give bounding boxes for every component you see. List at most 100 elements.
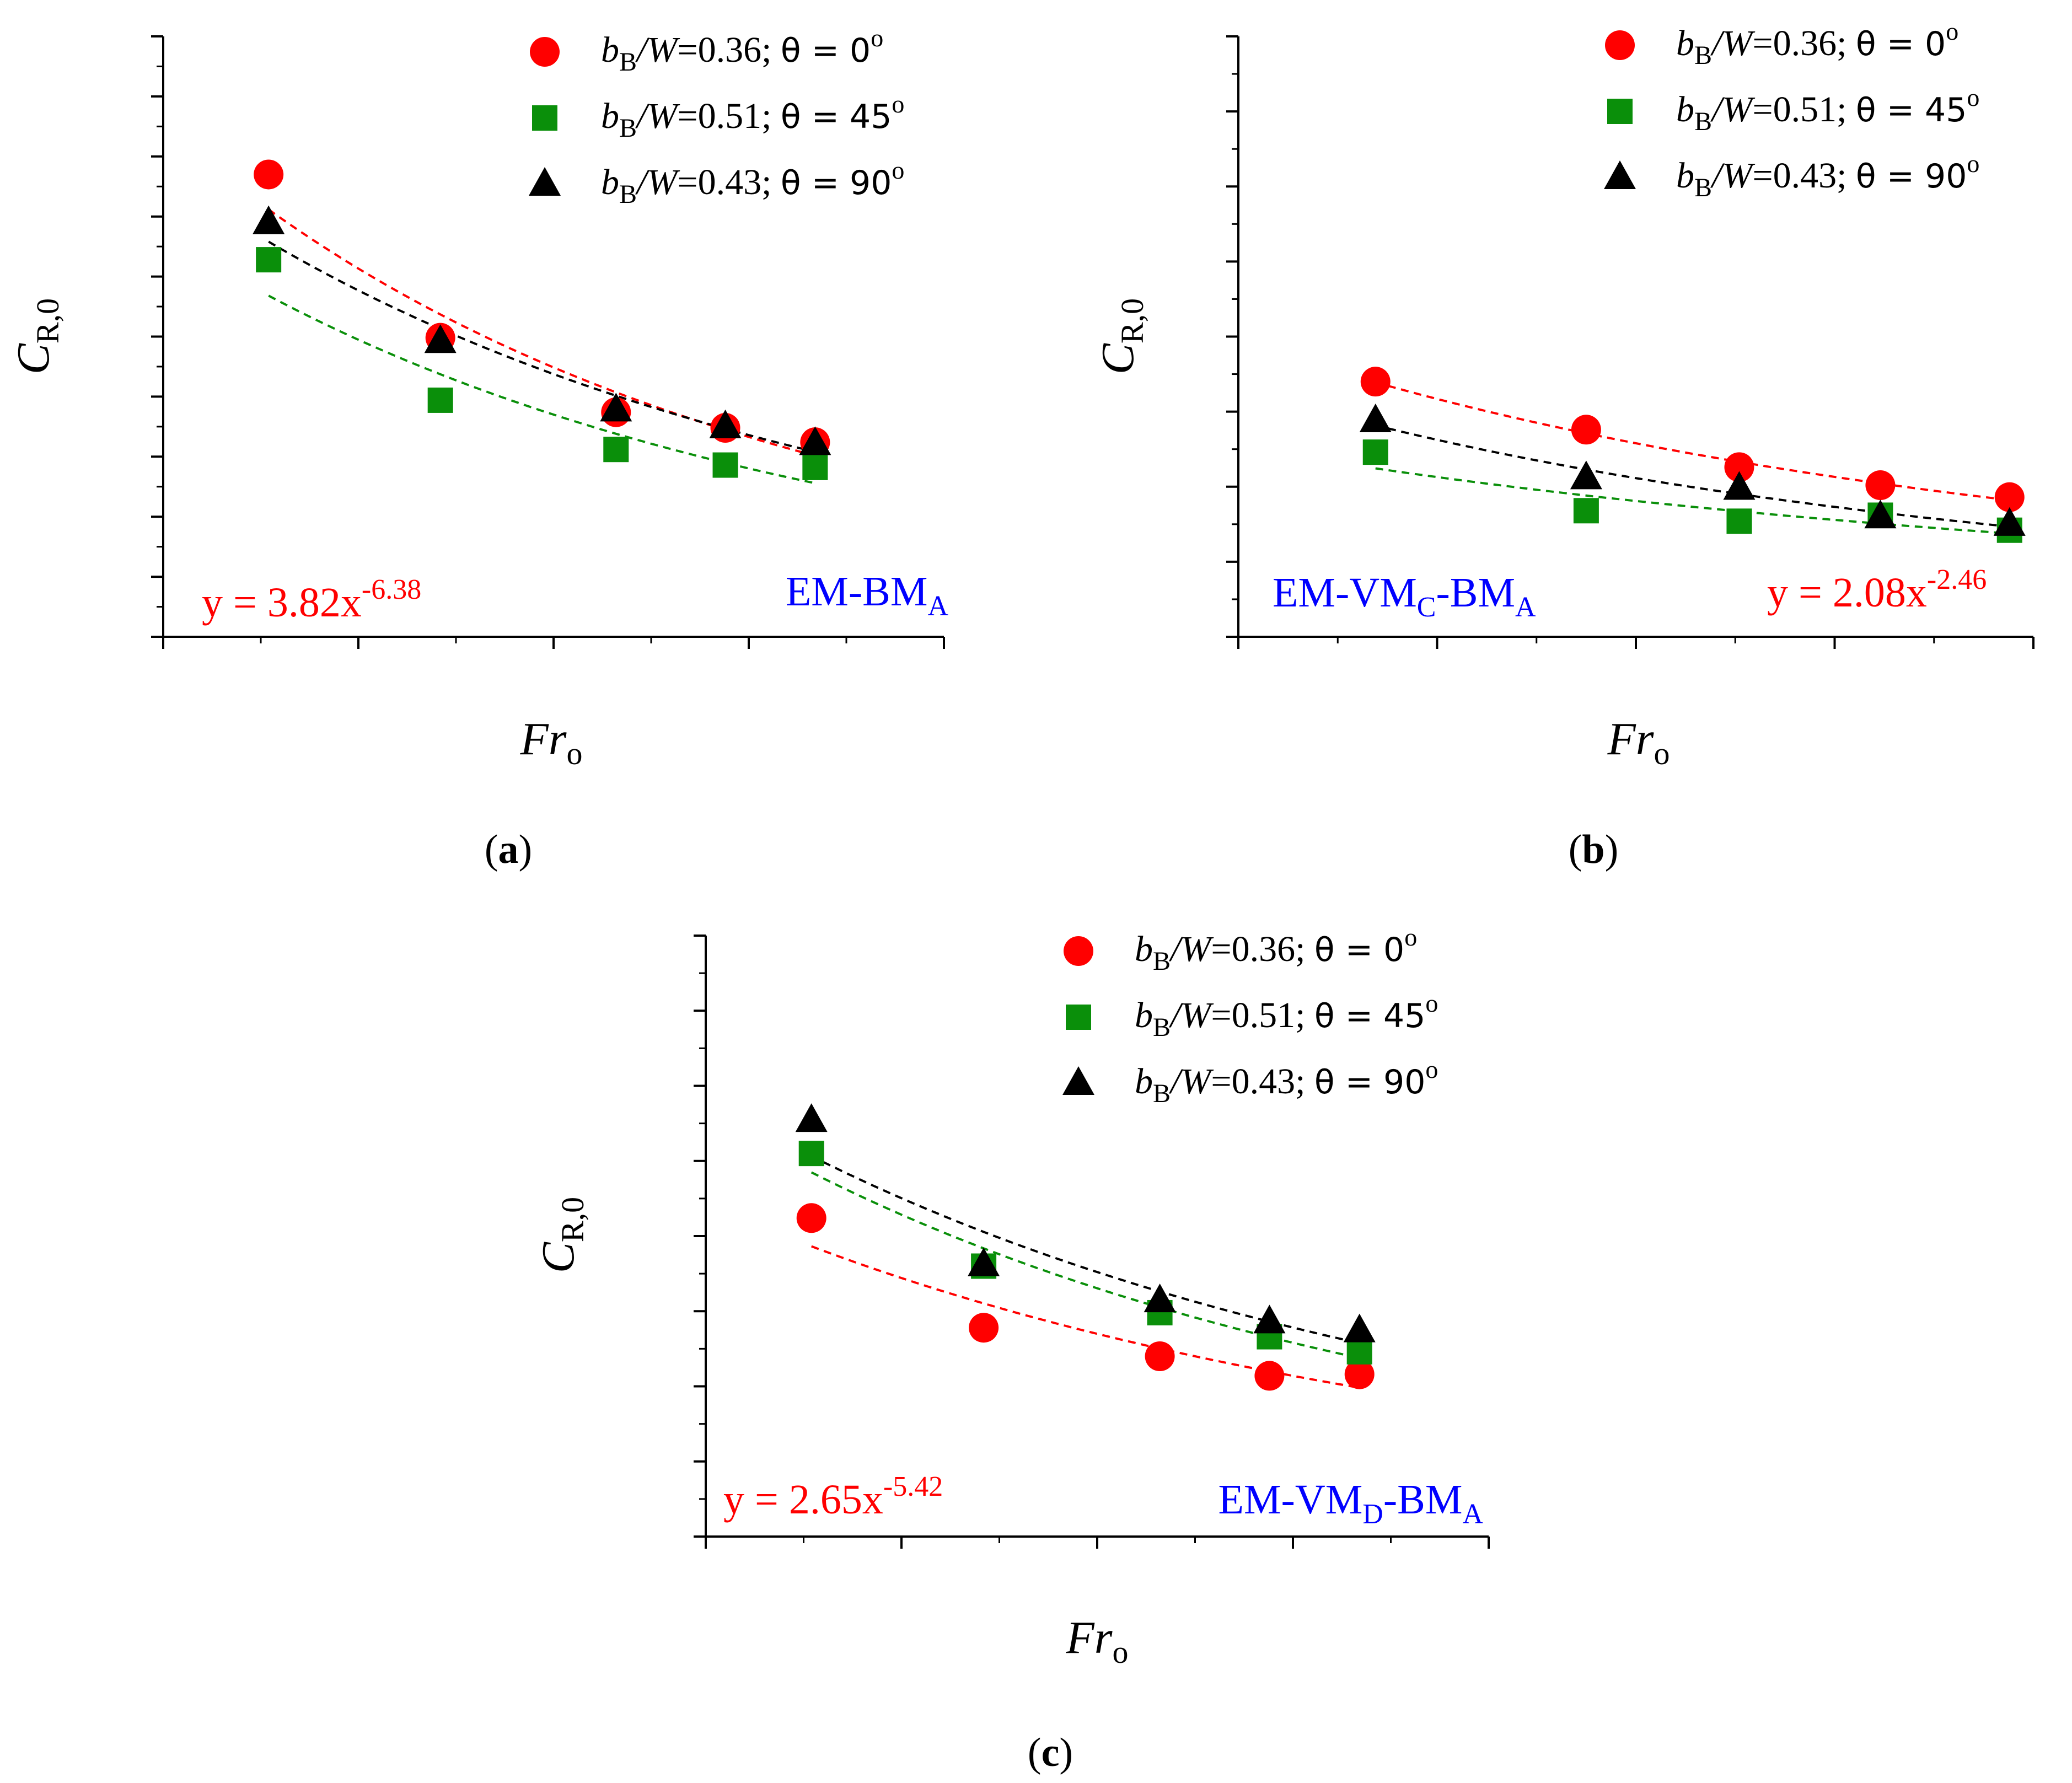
data-point-series-2 <box>1570 460 1602 490</box>
x-axis-title-main: Fr <box>1066 1612 1113 1663</box>
fit-equation-exponent: -5.42 <box>883 1471 943 1502</box>
legend-w: /W <box>635 30 680 70</box>
legend-theta: θ = 0 <box>781 31 871 70</box>
legend-sup: o <box>1967 83 1979 111</box>
legend-sub: B <box>1153 1079 1171 1108</box>
legend-value: =0.43; <box>1211 1061 1314 1102</box>
panel-tag-sub: A <box>1462 1499 1483 1530</box>
fit-equation: y = 3.82x-6.38 <box>202 574 421 626</box>
legend-theta: θ = 0 <box>1856 25 1946 63</box>
legend-marker-triangle <box>529 167 561 196</box>
y-axis-title: CR,0 <box>8 298 66 374</box>
data-point-series-1 <box>1573 498 1599 524</box>
legend-b: b <box>1676 23 1694 63</box>
panel-tag-sub: A <box>1515 592 1536 623</box>
data-point-series-2 <box>1864 500 1897 529</box>
panel-tag-text: -BM <box>1383 1476 1463 1523</box>
legend-marker-circle <box>1064 936 1093 966</box>
legend-marker-triangle <box>1062 1066 1094 1095</box>
x-axis-title: Fro <box>520 713 583 771</box>
y-axis-title-sub: R,0 <box>30 298 66 343</box>
legend-sup: o <box>1946 17 1958 45</box>
data-point-series-0 <box>1865 470 1896 501</box>
panel-label-open: ( <box>485 827 498 872</box>
y-axis-title: CR,0 <box>1092 298 1150 374</box>
panel-label-close: ) <box>1605 827 1619 872</box>
panel-tag: EM-VMD-BMA <box>1218 1476 1484 1530</box>
data-point-series-0 <box>969 1313 999 1343</box>
legend-value: =0.43; <box>1752 155 1856 196</box>
data-point-series-0 <box>1994 482 2025 512</box>
panel-tag-sub: A <box>927 590 948 622</box>
panel-label-letter: c <box>1042 1730 1060 1775</box>
data-point-series-0 <box>1145 1341 1175 1371</box>
x-axis-title-sub: o <box>1654 735 1670 771</box>
legend-b: b <box>601 162 619 202</box>
legend-theta: θ = 90 <box>1856 157 1967 196</box>
legend-theta: θ = 45 <box>781 98 892 136</box>
data-point-series-0 <box>1254 1361 1285 1391</box>
legend-entry-0: bB/W=0.36; θ = 0o <box>601 24 883 77</box>
legend-theta: θ = 45 <box>1856 91 1967 130</box>
data-point-series-1 <box>798 1141 824 1167</box>
data-point-series-2 <box>709 409 742 438</box>
fit-equation-text: y = 2.08x <box>1767 570 1927 616</box>
legend-entry-1: bB/W=0.51; θ = 45o <box>601 90 904 143</box>
fit-equation-text: y = 2.65x <box>723 1476 883 1523</box>
legend-sup: o <box>1967 149 1979 178</box>
legend-entry-0: bB/W=0.36; θ = 0o <box>1135 923 1417 976</box>
data-point-series-2 <box>1144 1283 1176 1313</box>
data-point-series-0 <box>1571 415 1601 445</box>
fit-curve-1 <box>268 294 815 485</box>
data-point-series-2 <box>968 1247 1000 1276</box>
panel-tag-sub: C <box>1417 592 1436 623</box>
y-axis-title-main: C <box>1092 343 1144 374</box>
legend-entry-2: bB/W=0.43; θ = 90o <box>1135 1055 1438 1108</box>
fit-curve-2 <box>810 1155 1360 1345</box>
legend-theta: θ = 45 <box>1314 997 1425 1035</box>
legend-entry-1: bB/W=0.51; θ = 45o <box>1135 989 1438 1042</box>
legend-theta: θ = 90 <box>781 164 892 202</box>
fit-equation-exponent: -6.38 <box>362 574 421 605</box>
legend-marker-square <box>1066 1005 1091 1030</box>
legend-sub: B <box>619 180 637 209</box>
panel-label-letter: a <box>498 827 519 872</box>
fit-curve-1 <box>1375 467 2010 535</box>
legend-b: b <box>1135 929 1153 969</box>
legend-value: =0.43; <box>677 162 781 202</box>
legend-value: =0.36; <box>1211 929 1314 969</box>
legend-entry-2: bB/W=0.43; θ = 90o <box>1676 149 1979 202</box>
y-axis-title-main: C <box>8 343 59 374</box>
data-point-series-1 <box>603 437 629 463</box>
data-point-series-1 <box>256 247 282 273</box>
legend-b: b <box>1135 1061 1153 1102</box>
panel-tag: EM-BMA <box>786 568 949 622</box>
data-point-series-2 <box>600 393 632 422</box>
panel-label-close: ) <box>1059 1730 1073 1775</box>
data-point-series-1 <box>1346 1339 1372 1365</box>
data-point-series-2 <box>1993 507 2026 536</box>
data-point-series-2 <box>799 426 831 455</box>
panel-label-close: ) <box>519 827 533 872</box>
legend-sub: B <box>1694 173 1712 202</box>
legend-marker-circle <box>1605 30 1635 60</box>
panel-label-open: ( <box>1028 1730 1042 1775</box>
fit-curve-0 <box>810 1245 1360 1389</box>
legend-marker-circle <box>530 37 560 67</box>
legend-sup: o <box>871 24 883 52</box>
legend-marker-square <box>1607 99 1633 124</box>
legend-w: /W <box>1710 89 1755 130</box>
chart-panel-a: Fro CR,0 bB/W=0.36; θ = 0o bB/W=0.51; θ = 4… <box>8 24 948 872</box>
data-point-series-0 <box>1344 1359 1375 1389</box>
legend-sub: B <box>1153 1013 1171 1042</box>
legend-theta: θ = 0 <box>1314 931 1404 969</box>
data-point-series-1 <box>802 454 828 480</box>
legend-theta: θ = 90 <box>1314 1063 1425 1102</box>
legend-sub: B <box>1694 41 1712 70</box>
legend-entry-2: bB/W=0.43; θ = 90o <box>601 156 904 209</box>
fit-equation-exponent: -2.46 <box>1927 564 1987 595</box>
legend-value: =0.51; <box>1211 995 1314 1035</box>
legend-b: b <box>601 96 619 136</box>
legend-sub: B <box>1694 107 1712 136</box>
